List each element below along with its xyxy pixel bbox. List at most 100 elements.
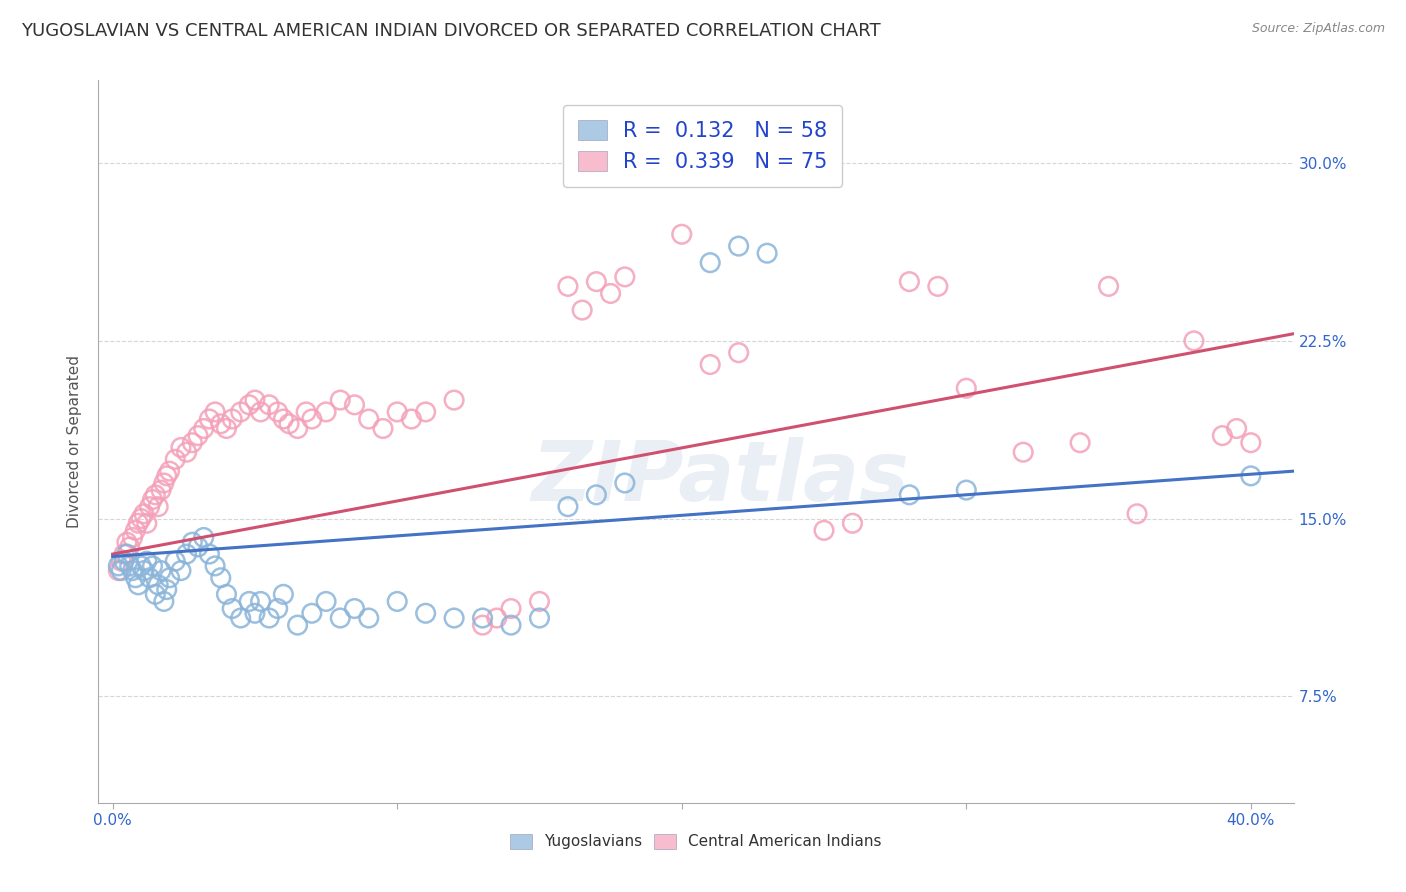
Point [385,594,409,608]
Point [443,611,465,625]
Point [1069,435,1091,450]
Point [898,275,921,289]
Point [170,441,193,455]
Point [118,558,141,573]
Point [153,594,176,608]
Point [471,618,494,632]
Point [841,516,863,531]
Point [204,405,226,419]
Point [193,421,215,435]
Point [699,255,721,269]
Point [159,464,181,478]
Point [1211,428,1233,442]
Point [193,531,215,545]
Point [150,483,173,497]
Point [357,611,380,625]
Point [301,412,323,426]
Point [143,587,166,601]
Point [343,398,366,412]
Point [135,554,157,568]
Point [127,578,149,592]
Point [571,303,593,318]
Point [273,587,295,601]
Point [243,393,266,408]
Point [221,601,243,615]
Point [176,445,198,459]
Point [415,405,437,419]
Point [215,587,238,601]
Point [415,607,437,621]
Point [529,611,551,625]
Point [1126,507,1149,521]
Text: YUGOSLAVIAN VS CENTRAL AMERICAN INDIAN DIVORCED OR SEPARATED CORRELATION CHART: YUGOSLAVIAN VS CENTRAL AMERICAN INDIAN D… [21,22,880,40]
Point [124,571,146,585]
Point [295,405,318,419]
Point [112,547,135,561]
Point [138,571,160,585]
Point [1240,469,1263,483]
Point [243,607,266,621]
Point [557,500,579,514]
Point [187,540,209,554]
Point [121,531,143,545]
Point [124,524,146,538]
Point [1182,334,1205,348]
Point [529,594,551,608]
Point [401,412,423,426]
Point [156,582,179,597]
Point [121,564,143,578]
Point [221,412,243,426]
Point [599,286,621,301]
Point [148,578,170,592]
Point [110,554,132,568]
Point [165,554,187,568]
Y-axis label: Divorced or Separated: Divorced or Separated [67,355,83,528]
Point [129,511,152,525]
Point [181,435,204,450]
Point [357,412,380,426]
Point [204,558,226,573]
Point [209,571,232,585]
Point [257,611,280,625]
Point [499,618,522,632]
Point [165,452,187,467]
Point [198,412,221,426]
Point [156,469,179,483]
Point [118,540,141,554]
Point [727,239,749,253]
Point [371,421,394,435]
Point [229,405,252,419]
Legend: Yugoslavians, Central American Indians: Yugoslavians, Central American Indians [499,823,893,860]
Point [181,535,204,549]
Point [107,558,129,573]
Point [115,535,138,549]
Point [557,279,579,293]
Point [143,488,166,502]
Point [132,564,155,578]
Point [613,269,636,284]
Point [343,601,366,615]
Point [927,279,949,293]
Point [813,524,835,538]
Point [187,428,209,442]
Point [115,547,138,561]
Point [385,405,409,419]
Point [1226,421,1249,435]
Point [257,398,280,412]
Point [238,398,260,412]
Point [249,594,271,608]
Point [756,246,779,260]
Point [153,475,176,490]
Point [485,611,508,625]
Point [127,516,149,531]
Point [138,500,160,514]
Text: ZIPatlas: ZIPatlas [531,437,908,518]
Point [329,611,352,625]
Point [315,405,337,419]
Point [141,492,163,507]
Point [209,417,232,431]
Point [135,516,157,531]
Point [955,483,977,497]
Point [249,405,271,419]
Point [671,227,693,242]
